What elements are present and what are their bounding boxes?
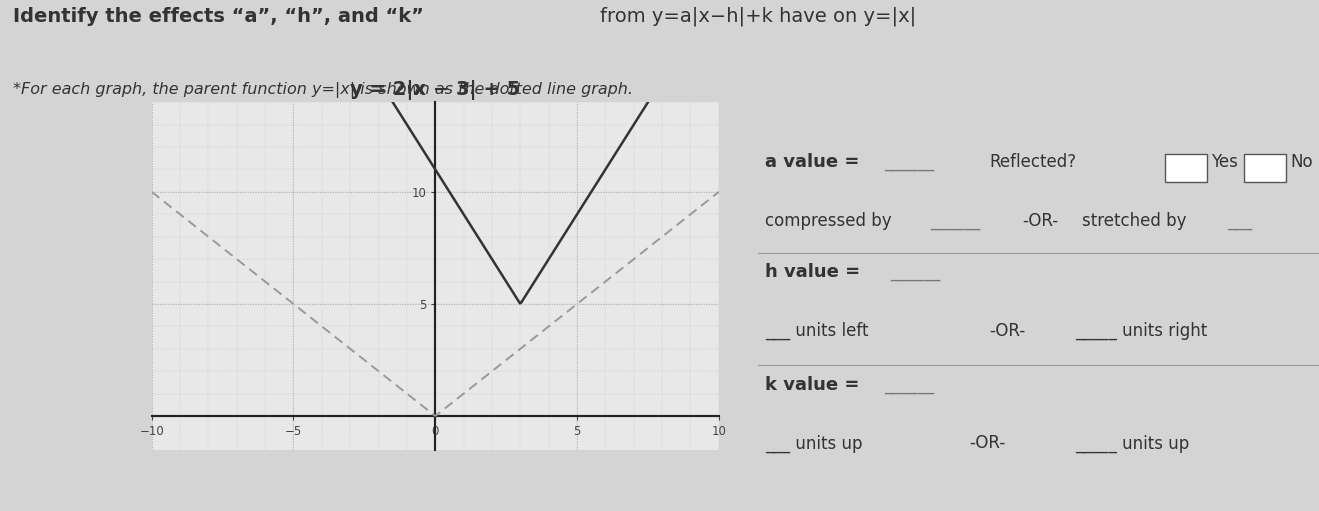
Text: from y=a|x−h|+k have on y=|x|: from y=a|x−h|+k have on y=|x| xyxy=(600,7,917,26)
Text: a value =: a value = xyxy=(765,153,865,171)
Text: compressed by: compressed by xyxy=(765,212,892,230)
Text: _____ units up: _____ units up xyxy=(1075,434,1190,453)
Text: ______: ______ xyxy=(884,153,934,171)
Text: ______: ______ xyxy=(884,376,934,393)
Text: ______: ______ xyxy=(930,212,980,230)
Title: y = 2|x − 3| + 5: y = 2|x − 3| + 5 xyxy=(350,80,521,100)
Text: Reflected?: Reflected? xyxy=(989,153,1076,171)
Text: *For each graph, the parent function y=|x| is shown as the dotted line graph.: *For each graph, the parent function y=|… xyxy=(13,82,633,99)
Text: _____ units right: _____ units right xyxy=(1075,322,1207,340)
Text: -OR-: -OR- xyxy=(989,322,1025,340)
Text: h value =: h value = xyxy=(765,263,867,281)
Text: -OR-: -OR- xyxy=(969,434,1005,452)
Text: k value =: k value = xyxy=(765,376,865,393)
Text: stretched by: stretched by xyxy=(1082,212,1186,230)
Text: Yes: Yes xyxy=(1211,153,1237,171)
Text: ___: ___ xyxy=(1227,212,1252,230)
Text: -OR-: -OR- xyxy=(1022,212,1058,230)
Text: Identify the effects “a”, “h”, and “k”: Identify the effects “a”, “h”, and “k” xyxy=(13,7,431,26)
Text: ___ units left: ___ units left xyxy=(765,322,868,340)
Text: ___ units up: ___ units up xyxy=(765,434,863,453)
Text: No: No xyxy=(1290,153,1312,171)
Text: ______: ______ xyxy=(890,263,940,281)
